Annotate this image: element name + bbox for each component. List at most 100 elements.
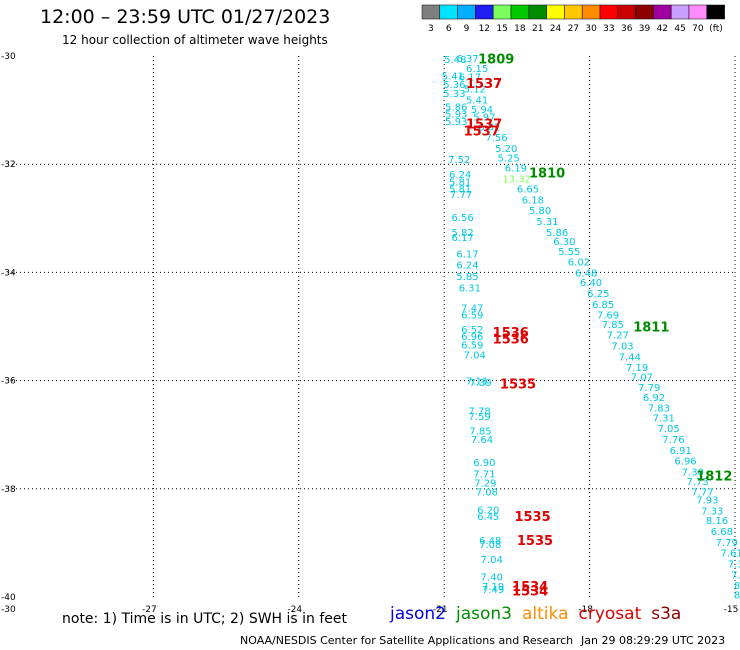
- wave-height-value: 6.85: [592, 300, 614, 311]
- y-tick-label: -32: [1, 160, 16, 170]
- colorbar-tick-label: 70: [692, 24, 704, 34]
- wave-height-value: 6.17: [459, 73, 481, 84]
- wave-height-value: 5.12: [464, 84, 486, 95]
- colorbar-tick-label: 45: [674, 24, 685, 34]
- wave-height-value: 7.76: [662, 435, 684, 446]
- colorbar-tick-label: 6: [446, 24, 452, 34]
- map-axes: -27 -24 -21 -18 -15 -30 -32 -34 -36 -38 -40 -30: [1, 52, 738, 615]
- y-tick-label: -40: [1, 593, 16, 603]
- colorbar-tick-label: 33: [603, 24, 614, 34]
- wave-height-value: 7.73: [687, 477, 709, 488]
- colorbar-tick-label: 9: [464, 24, 470, 34]
- pass-time-label: 1811: [633, 321, 669, 336]
- wave-height-value: 6.92: [643, 393, 665, 404]
- x-tick-label: -15: [724, 605, 739, 615]
- colorbar-swatch: [581, 4, 601, 20]
- wave-height-value: 7.19: [482, 582, 504, 593]
- wave-height-value: 6.59: [461, 311, 483, 322]
- pass-time-label: 1537: [464, 125, 500, 140]
- wave-height-value: 6.02: [568, 258, 590, 269]
- colorbar-swatch: [457, 4, 476, 20]
- pass-time-label: 1536: [493, 332, 529, 347]
- generated-timestamp: Jan 29 08:29:29 UTC 2023: [581, 634, 726, 647]
- colorbar-tick-label: 27: [568, 24, 579, 34]
- wave-height-value: 6.19: [505, 163, 527, 174]
- wave-height-value: 5.48: [444, 55, 466, 66]
- pass-time-label: 1809: [478, 53, 514, 68]
- wave-height-value: 7.39: [728, 559, 740, 570]
- wave-height-value: 5.80: [529, 206, 551, 217]
- wave-height-value: 6.20: [477, 505, 499, 516]
- wave-height-value: 6.59: [461, 340, 483, 351]
- wave-height-value: 5.93: [445, 117, 467, 128]
- wave-height-value: 6.37: [456, 54, 478, 65]
- y-tick-label: -36: [1, 377, 16, 387]
- satellite-legend-item: s3a: [651, 604, 682, 624]
- wave-height-value: 7.61: [720, 549, 740, 560]
- y-tick-label: -38: [1, 485, 16, 495]
- pass-time-label: 1534: [512, 580, 548, 595]
- wave-height-value: 6.18: [522, 195, 544, 206]
- colorbar-tick-label: 30: [585, 24, 597, 34]
- credit-line: NOAA/NESDIS Center for Satellite Applica…: [240, 634, 574, 647]
- wave-height-value: 6.17: [456, 249, 478, 260]
- pass-time-label: 1537: [466, 77, 502, 92]
- wave-height-value: 7.64: [471, 435, 493, 446]
- wave-height-value: 7.27: [607, 331, 629, 342]
- wave-height-value: 8.16: [706, 516, 728, 527]
- wave-height-value: 6.56: [451, 213, 473, 224]
- wave-height-value: 5.41: [466, 95, 488, 106]
- wave-height-value: 6.17: [451, 233, 473, 244]
- colorbar-tick-label: 24: [550, 24, 562, 34]
- wave-height-value: 5.55: [558, 247, 580, 258]
- wave-height-value: 6.65: [517, 185, 539, 196]
- colorbar-tick-label: 21: [532, 24, 543, 34]
- wave-height-value: 7.11: [466, 377, 488, 388]
- wave-height-value: 7.71: [473, 470, 495, 481]
- colorbar-swatch: [528, 4, 547, 20]
- wave-height-value: 7.07: [631, 372, 653, 383]
- wave-height-value: 7.49: [482, 585, 504, 596]
- satellite-legend-item: cryosat: [578, 604, 642, 624]
- y-tick-label: -34: [1, 268, 16, 278]
- pass-time-label: 1535: [500, 377, 536, 392]
- wave-height-value: 7.36: [731, 570, 740, 581]
- wave-height-value: 5.97: [473, 113, 495, 124]
- footer-note: note: 1) Time is in UTC; 2) SWH is in fe…: [62, 611, 348, 627]
- wave-height-value: 7.19: [626, 363, 648, 374]
- wave-height-value: 7.44: [619, 352, 641, 363]
- wave-height-value: 7.77: [450, 190, 472, 201]
- colorbar-swatch: [492, 4, 512, 20]
- wave-height-value: 7.79: [716, 538, 738, 549]
- colorbar-tick-label: 3: [428, 24, 434, 34]
- pass-time-label: 1812: [696, 469, 732, 484]
- wave-height-value: 7.69: [597, 311, 619, 322]
- wave-height-value: 7.85: [469, 426, 491, 437]
- colorbar-tick-label: 12: [479, 24, 490, 34]
- wave-height-value: 5.25: [498, 154, 520, 165]
- wave-height-value: 6.96: [674, 457, 696, 468]
- colorbar-swatch: [670, 4, 690, 20]
- wave-height-value: 6.90: [473, 458, 495, 469]
- colorbar-swatch: [706, 4, 725, 20]
- wave-height-value: 7.83: [648, 404, 670, 415]
- wave-height-value: 6.31: [459, 284, 481, 295]
- x-tick-label: -21: [433, 605, 448, 615]
- pass-time-label: 1534: [512, 585, 548, 600]
- wave-height-value: 5.20: [495, 144, 517, 155]
- x-tick-label: -24: [287, 605, 302, 615]
- colorbar-swatch: [475, 4, 494, 20]
- x-tick-label: -18: [578, 605, 593, 615]
- wave-height-value: 6.30: [553, 237, 575, 248]
- satellite-legend-item: jason2: [390, 604, 446, 624]
- wave-height-value: 7.31: [653, 413, 675, 424]
- wave-height-value: 7.30: [682, 467, 704, 478]
- wave-height-value: 7.05: [657, 424, 679, 435]
- wave-height-value: 5.33: [443, 89, 465, 100]
- wave-height-value: 5.81: [449, 178, 471, 189]
- page-subtitle: 12 hour collection of altimeter wave hei…: [62, 33, 328, 47]
- wave-height-value: 7.93: [696, 496, 718, 507]
- wave-height-value: 6.25: [587, 289, 609, 300]
